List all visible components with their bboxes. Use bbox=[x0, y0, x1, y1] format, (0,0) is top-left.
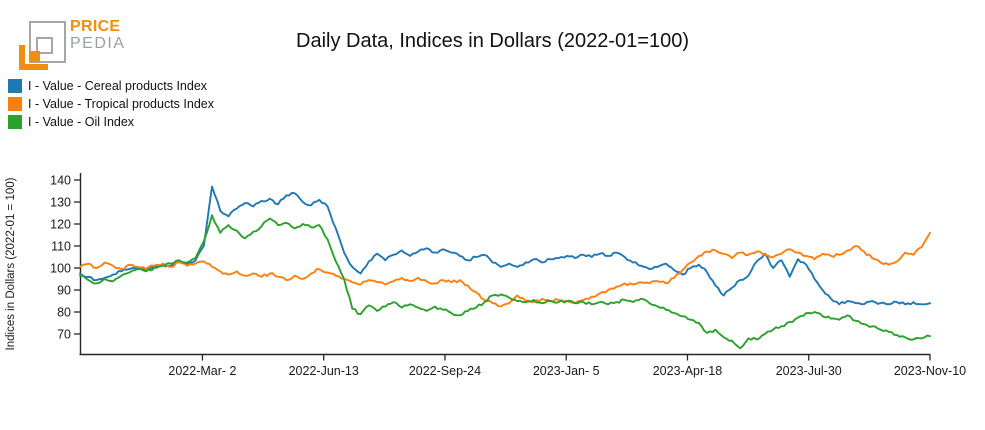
x-tick-label: 2023-Jul-30 bbox=[776, 364, 842, 378]
logo-inner-square-icon bbox=[36, 37, 53, 54]
series-line-2 bbox=[79, 214, 931, 350]
legend-swatch-tropical bbox=[8, 97, 22, 111]
chart-title: Daily Data, Indices in Dollars (2022-01=… bbox=[296, 30, 689, 52]
x-tick-label: 2022-Sep-24 bbox=[409, 364, 481, 378]
legend-label: I - Value - Oil Index bbox=[28, 115, 135, 129]
legend-item-cereal: I - Value - Cereal products Index bbox=[8, 79, 214, 93]
legend-swatch-oil bbox=[8, 115, 22, 129]
series-line-1 bbox=[79, 231, 931, 308]
logo-text-price: PRICE bbox=[70, 18, 121, 35]
logo-text-pedia: PEDIA bbox=[70, 34, 126, 52]
x-tick-label: 2023-Jan- 5 bbox=[533, 364, 600, 378]
y-tick-label: 100 bbox=[50, 261, 71, 275]
y-tick-label: 80 bbox=[57, 305, 71, 319]
pricepedia-logo: PRICE PEDIA bbox=[15, 12, 165, 70]
x-tick-label: 2022-Mar- 2 bbox=[168, 364, 236, 378]
x-tick-label: 2022-Jun-13 bbox=[289, 364, 359, 378]
logo-orange-square-icon bbox=[29, 51, 40, 62]
y-tick-label: 70 bbox=[57, 327, 71, 341]
legend-item-tropical: I - Value - Tropical products Index bbox=[8, 97, 214, 111]
legend-label: I - Value - Tropical products Index bbox=[28, 97, 214, 111]
legend-item-oil: I - Value - Oil Index bbox=[8, 115, 214, 129]
logo-wordmark: PRICE PEDIA bbox=[70, 18, 126, 52]
x-tick-label: 2023-Nov-10 bbox=[894, 364, 966, 378]
chart-legend: I - Value - Cereal products Index I - Va… bbox=[8, 79, 214, 133]
legend-swatch-cereal bbox=[8, 79, 22, 93]
y-tick-label: 130 bbox=[50, 195, 71, 209]
x-tick-label: 2023-Apr-18 bbox=[653, 364, 723, 378]
logo-square-outline-icon bbox=[29, 21, 66, 63]
y-tick-label: 90 bbox=[57, 283, 71, 297]
y-axis-title: Indices in Dollars (2022-01 = 100) bbox=[5, 177, 17, 350]
y-tick-label: 140 bbox=[50, 173, 71, 187]
y-tick-label: 110 bbox=[51, 239, 71, 253]
series-line-0 bbox=[79, 185, 931, 306]
legend-label: I - Value - Cereal products Index bbox=[28, 79, 208, 93]
y-tick-label: 120 bbox=[50, 217, 71, 231]
logo-orange-bracket-icon bbox=[19, 45, 48, 70]
